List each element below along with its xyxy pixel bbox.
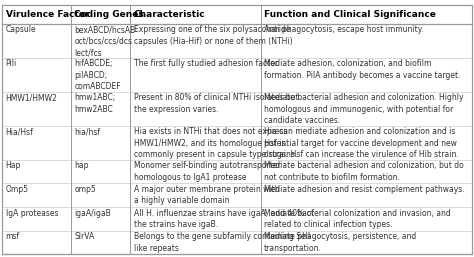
Text: Mediate phagocytosis, persistence, and
transportation.: Mediate phagocytosis, persistence, and t…: [264, 232, 416, 253]
Text: hifABCDE;
pilABCD;
comABCDEF: hifABCDE; pilABCD; comABCDEF: [74, 59, 121, 91]
Text: SlrVA: SlrVA: [74, 232, 95, 241]
Text: Anti phagocytosis, escape host immunity.: Anti phagocytosis, escape host immunity.: [264, 25, 423, 34]
Text: msf: msf: [6, 232, 20, 241]
Text: Mediate bacterial adhesion and colonization, but do
not contribute to biofilm fo: Mediate bacterial adhesion and colonizat…: [264, 161, 464, 182]
Text: Monomer self-binding autotransporter
homologous to IgA1 protease: Monomer self-binding autotransporter hom…: [134, 161, 281, 182]
Text: bexABCD/hcsAB
oct/bcs/ccs/dcs
lect/fcs: bexABCD/hcsAB oct/bcs/ccs/dcs lect/fcs: [74, 25, 136, 57]
Text: IgA proteases: IgA proteases: [6, 209, 58, 218]
Text: Virulence Factor: Virulence Factor: [6, 10, 89, 19]
Text: Present in 80% of clinical NTHi isolates but
the expression varies.: Present in 80% of clinical NTHi isolates…: [134, 93, 298, 114]
Text: Hap: Hap: [6, 161, 21, 170]
Text: Hia exists in NTHi that does not express
HMW1/HMW2, and its homologue Hsf is
com: Hia exists in NTHi that does not express…: [134, 127, 297, 159]
Bar: [2, 5, 472, 24]
Text: Hia/Hsf: Hia/Hsf: [6, 127, 34, 136]
Text: Hia can mediate adhesion and colonization and is
potential target for vaccine de: Hia can mediate adhesion and colonizatio…: [264, 127, 459, 159]
Text: Mediate bacterial colonization and invasion, and
related to clinical infection t: Mediate bacterial colonization and invas…: [264, 209, 451, 229]
Text: Pili: Pili: [6, 59, 17, 68]
Text: A major outer membrane protein with
a highly variable domain: A major outer membrane protein with a hi…: [134, 185, 279, 205]
Text: hmw1ABC;
hmw2ABC: hmw1ABC; hmw2ABC: [74, 93, 116, 114]
Text: Characteristic: Characteristic: [134, 10, 205, 19]
Text: hap: hap: [74, 161, 89, 170]
Text: igaA/igaB: igaA/igaB: [74, 209, 111, 218]
Text: All H. influenzae strains have igaA, and 40% of
the strains have igaB.: All H. influenzae strains have igaA, and…: [134, 209, 314, 229]
Text: Mediate adhesion and resist complement pathways.: Mediate adhesion and resist complement p…: [264, 185, 465, 194]
Text: HMW1/HMW2: HMW1/HMW2: [6, 93, 57, 102]
Text: Coding Genes: Coding Genes: [74, 10, 144, 19]
Text: Belongs to the gene subfamily containing SelI
like repeats: Belongs to the gene subfamily containing…: [134, 232, 310, 253]
Text: Capsule: Capsule: [6, 25, 36, 34]
Text: Function and Clinical Significance: Function and Clinical Significance: [264, 10, 436, 19]
Text: Omp5: Omp5: [6, 185, 29, 194]
Text: The first fully studied adhesion factor: The first fully studied adhesion factor: [134, 59, 278, 68]
Text: Expressing one of the six polysaccharide
capsules (Hia-Hif) or none of them (NTH: Expressing one of the six polysaccharide…: [134, 25, 292, 46]
Text: omp5: omp5: [74, 185, 96, 194]
Text: Mediate adhesion, colonization, and biofilm
formation. PilA antibody becomes a v: Mediate adhesion, colonization, and biof…: [264, 59, 461, 80]
Text: hia/hsf: hia/hsf: [74, 127, 100, 136]
Text: Mediate bacterial adhesion and colonization. Highly
homologous and immunogenic, : Mediate bacterial adhesion and colonizat…: [264, 93, 464, 125]
